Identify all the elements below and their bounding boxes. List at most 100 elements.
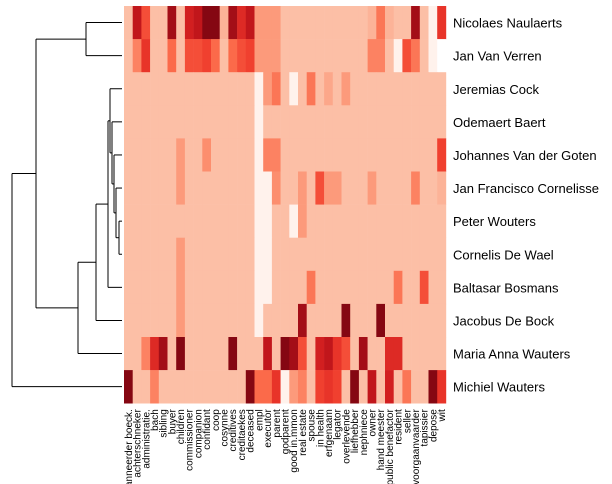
heatmap-cell xyxy=(332,72,342,106)
column-label: creditives xyxy=(228,409,239,451)
heatmap-cell xyxy=(437,138,447,172)
heatmap-cell xyxy=(167,72,177,106)
heatmap-cell xyxy=(124,370,133,404)
heatmap-cell xyxy=(358,138,368,172)
heatmap-cell xyxy=(271,237,281,272)
heatmap-cell xyxy=(393,303,403,338)
heatmap-cell xyxy=(202,270,212,305)
heatmap-cell xyxy=(428,6,438,40)
heatmap-cell xyxy=(411,6,421,40)
heatmap-cell xyxy=(245,171,255,205)
heatmap-cell xyxy=(315,303,325,338)
heatmap-cell xyxy=(280,72,290,106)
heatmap-cell xyxy=(411,39,421,73)
heatmap-cell xyxy=(411,370,421,404)
heatmap-cell xyxy=(150,303,160,338)
heatmap-cell xyxy=(419,237,429,272)
heatmap-cell xyxy=(167,237,177,272)
heatmap-cell xyxy=(184,337,194,371)
heatmap-cell xyxy=(132,337,142,371)
heatmap-cell xyxy=(298,171,307,205)
heatmap-cell xyxy=(150,105,160,139)
heatmap-cell xyxy=(184,270,194,305)
heatmap-cell xyxy=(132,303,142,338)
heatmap-cell xyxy=(237,39,247,73)
heatmap-cell xyxy=(402,370,412,404)
heatmap-cell xyxy=(341,6,351,40)
heatmap-cell xyxy=(367,72,377,106)
heatmap-cell xyxy=(385,6,394,40)
column-label: liefhebber xyxy=(350,409,361,454)
heatmap-cell xyxy=(385,370,394,404)
heatmap-cell xyxy=(298,105,307,139)
heatmap-cell xyxy=(402,270,412,305)
heatmap-cell xyxy=(202,204,212,238)
heatmap-cell xyxy=(332,6,342,40)
heatmap-cell xyxy=(358,6,368,40)
column-label: confidant xyxy=(202,409,213,450)
heatmap-cell xyxy=(324,6,334,40)
heatmap-cell xyxy=(245,337,255,371)
heatmap-cell xyxy=(202,39,212,73)
heatmap-cell xyxy=(367,204,377,238)
heatmap-cell xyxy=(280,105,290,139)
heatmap-cell xyxy=(315,105,325,139)
heatmap-cell xyxy=(315,204,325,238)
heatmap-cell xyxy=(176,39,186,73)
heatmap-cell xyxy=(228,72,238,106)
heatmap-cell xyxy=(385,337,394,371)
heatmap-cell xyxy=(176,138,186,172)
heatmap-cell xyxy=(150,138,160,172)
column-label: cosynne xyxy=(220,409,231,447)
heatmap-cell xyxy=(428,337,438,371)
heatmap-cell xyxy=(393,105,403,139)
heatmap-cell xyxy=(211,270,220,305)
column-label: owner xyxy=(367,409,378,437)
heatmap-cell xyxy=(219,204,229,238)
heatmap-cell xyxy=(263,303,273,338)
heatmap-cell xyxy=(411,105,421,139)
heatmap-cell xyxy=(358,270,368,305)
heatmap-cell xyxy=(184,105,194,139)
heatmap-cell xyxy=(167,105,177,139)
column-label: wit xyxy=(437,409,448,422)
heatmap-cell xyxy=(306,138,316,172)
heatmap-cell xyxy=(228,204,238,238)
heatmap-cell xyxy=(245,204,255,238)
heatmap-cell xyxy=(176,72,186,106)
heatmap-cell xyxy=(228,303,238,338)
row-label: Michiel Wauters xyxy=(453,380,545,395)
heatmap-cell xyxy=(437,204,447,238)
heatmap-cell xyxy=(393,270,403,305)
heatmap-cell xyxy=(263,6,273,40)
heatmap-cell xyxy=(237,6,247,40)
heatmap-cell xyxy=(358,303,368,338)
heatmap-cell xyxy=(245,105,255,139)
heatmap-cell xyxy=(393,39,403,73)
heatmap-cell xyxy=(280,337,290,371)
heatmap-cell xyxy=(324,105,334,139)
heatmap-cell xyxy=(428,370,438,404)
heatmap-cell xyxy=(306,105,316,139)
column-label: aanneerder boeck. xyxy=(124,409,135,484)
heatmap-cell xyxy=(289,303,299,338)
heatmap-cell xyxy=(289,105,299,139)
heatmap-cell xyxy=(289,6,299,40)
heatmap-cell xyxy=(376,39,386,73)
heatmap-cell xyxy=(193,171,203,205)
heatmap-cell xyxy=(324,370,334,404)
heatmap-cell xyxy=(332,303,342,338)
heatmap-cell xyxy=(280,39,290,73)
heatmap-cell xyxy=(324,337,334,371)
heatmap-cell xyxy=(437,171,447,205)
heatmap-cell xyxy=(211,237,220,272)
column-label: godparent xyxy=(281,409,292,454)
heatmap-cell xyxy=(141,204,151,238)
heatmap-cell xyxy=(324,72,334,106)
heatmap-cell xyxy=(402,171,412,205)
heatmap-cell xyxy=(385,237,394,272)
heatmap-cell xyxy=(219,171,229,205)
heatmap-cell xyxy=(176,370,186,404)
column-label: in health xyxy=(315,409,326,447)
heatmap-cell xyxy=(219,237,229,272)
